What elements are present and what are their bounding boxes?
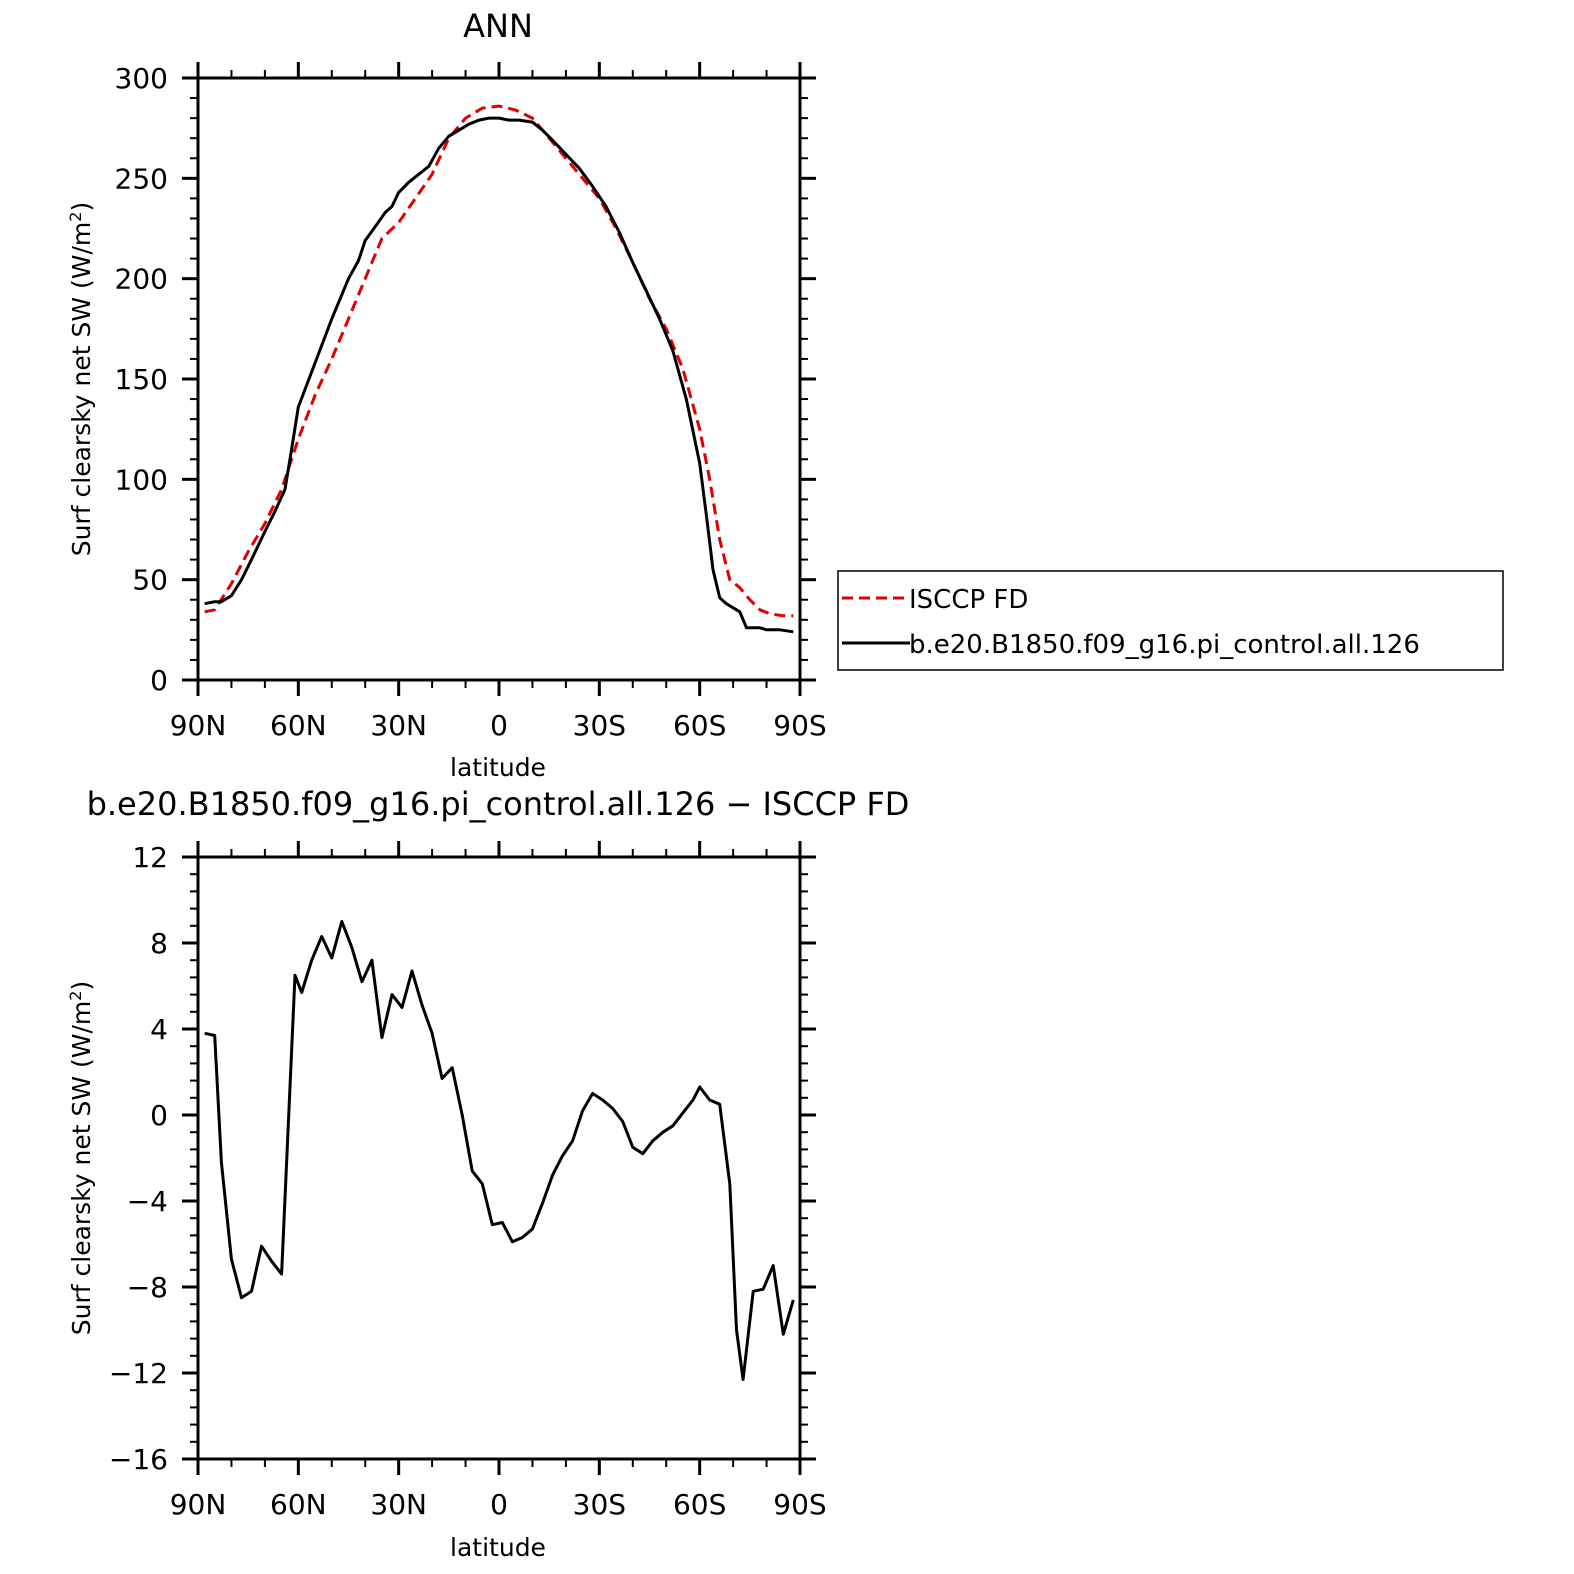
x-tick-label: 90S bbox=[773, 1488, 826, 1521]
y-tick-label: 50 bbox=[132, 564, 168, 597]
bottom-chart-title: b.e20.B1850.f09_g16.pi_control.all.126 −… bbox=[87, 785, 910, 823]
bottom-series-lines bbox=[204, 920, 795, 1381]
y-tick-label: 4 bbox=[150, 1013, 168, 1046]
x-tick-label: 90N bbox=[170, 1488, 227, 1521]
bottom-y-axis-label: Surf clearsky net SW (W/m2) bbox=[66, 981, 97, 1335]
x-tick-label: 30S bbox=[573, 709, 626, 742]
x-tick-label: 30S bbox=[573, 1488, 626, 1521]
x-tick-label: 90N bbox=[170, 709, 227, 742]
x-tick-label: 0 bbox=[490, 709, 508, 742]
y-tick-label: 150 bbox=[115, 363, 168, 396]
top-chart-title: ANN bbox=[463, 7, 533, 45]
series-line-difference bbox=[204, 920, 795, 1381]
x-tick-label: 0 bbox=[490, 1488, 508, 1521]
top-series-lines bbox=[204, 104, 794, 634]
top-plot-frame bbox=[196, 76, 802, 682]
bottom-y-tick-labels: −16 −12 −8 −4 0 4 8 12 bbox=[109, 841, 168, 1476]
y-tick-label: −4 bbox=[127, 1185, 168, 1218]
legend-label-model: b.e20.B1850.f09_g16.pi_control.all.126 bbox=[909, 630, 1420, 660]
top-y-tick-labels: 0 50 100 150 200 250 300 bbox=[115, 62, 168, 697]
y-tick-label: 250 bbox=[115, 162, 168, 195]
bottom-x-axis-label: latitude bbox=[450, 1533, 546, 1562]
top-axis-ticks bbox=[182, 62, 816, 696]
top-x-tick-labels: 90N 60N 30N 0 30S 60S 90S bbox=[170, 709, 827, 742]
y-tick-label: 12 bbox=[132, 841, 168, 874]
series-line-model bbox=[204, 116, 794, 634]
y-tick-label: 300 bbox=[115, 62, 168, 95]
x-tick-label: 30N bbox=[370, 709, 427, 742]
series-line-isccp bbox=[204, 104, 794, 618]
x-tick-label: 60N bbox=[270, 1488, 327, 1521]
top-y-axis-label: Surf clearsky net SW (W/m2) bbox=[66, 202, 97, 556]
y-tick-label: 200 bbox=[115, 263, 168, 296]
bottom-x-tick-labels: 90N 60N 30N 0 30S 60S 90S bbox=[170, 1488, 827, 1521]
x-tick-label: 60S bbox=[673, 709, 726, 742]
bottom-axis-ticks bbox=[182, 841, 816, 1475]
legend: ISCCP FD b.e20.B1850.f09_g16.pi_control.… bbox=[837, 570, 1504, 671]
y-tick-label: −16 bbox=[109, 1443, 168, 1476]
legend-label-isccp: ISCCP FD bbox=[909, 585, 1028, 615]
bottom-panel: b.e20.B1850.f09_g16.pi_control.all.126 −… bbox=[66, 785, 910, 1562]
y-tick-label: 100 bbox=[115, 463, 168, 496]
y-tick-label: 0 bbox=[150, 1099, 168, 1132]
y-tick-label: 0 bbox=[150, 664, 168, 697]
x-tick-label: 30N bbox=[370, 1488, 427, 1521]
y-tick-label: −8 bbox=[127, 1271, 168, 1304]
x-tick-label: 60S bbox=[673, 1488, 726, 1521]
x-tick-label: 90S bbox=[773, 709, 826, 742]
x-tick-label: 60N bbox=[270, 709, 327, 742]
legend-box bbox=[837, 570, 1504, 671]
y-tick-label: 8 bbox=[150, 927, 168, 960]
top-x-axis-label: latitude bbox=[450, 753, 546, 782]
y-tick-label: −12 bbox=[109, 1357, 168, 1390]
